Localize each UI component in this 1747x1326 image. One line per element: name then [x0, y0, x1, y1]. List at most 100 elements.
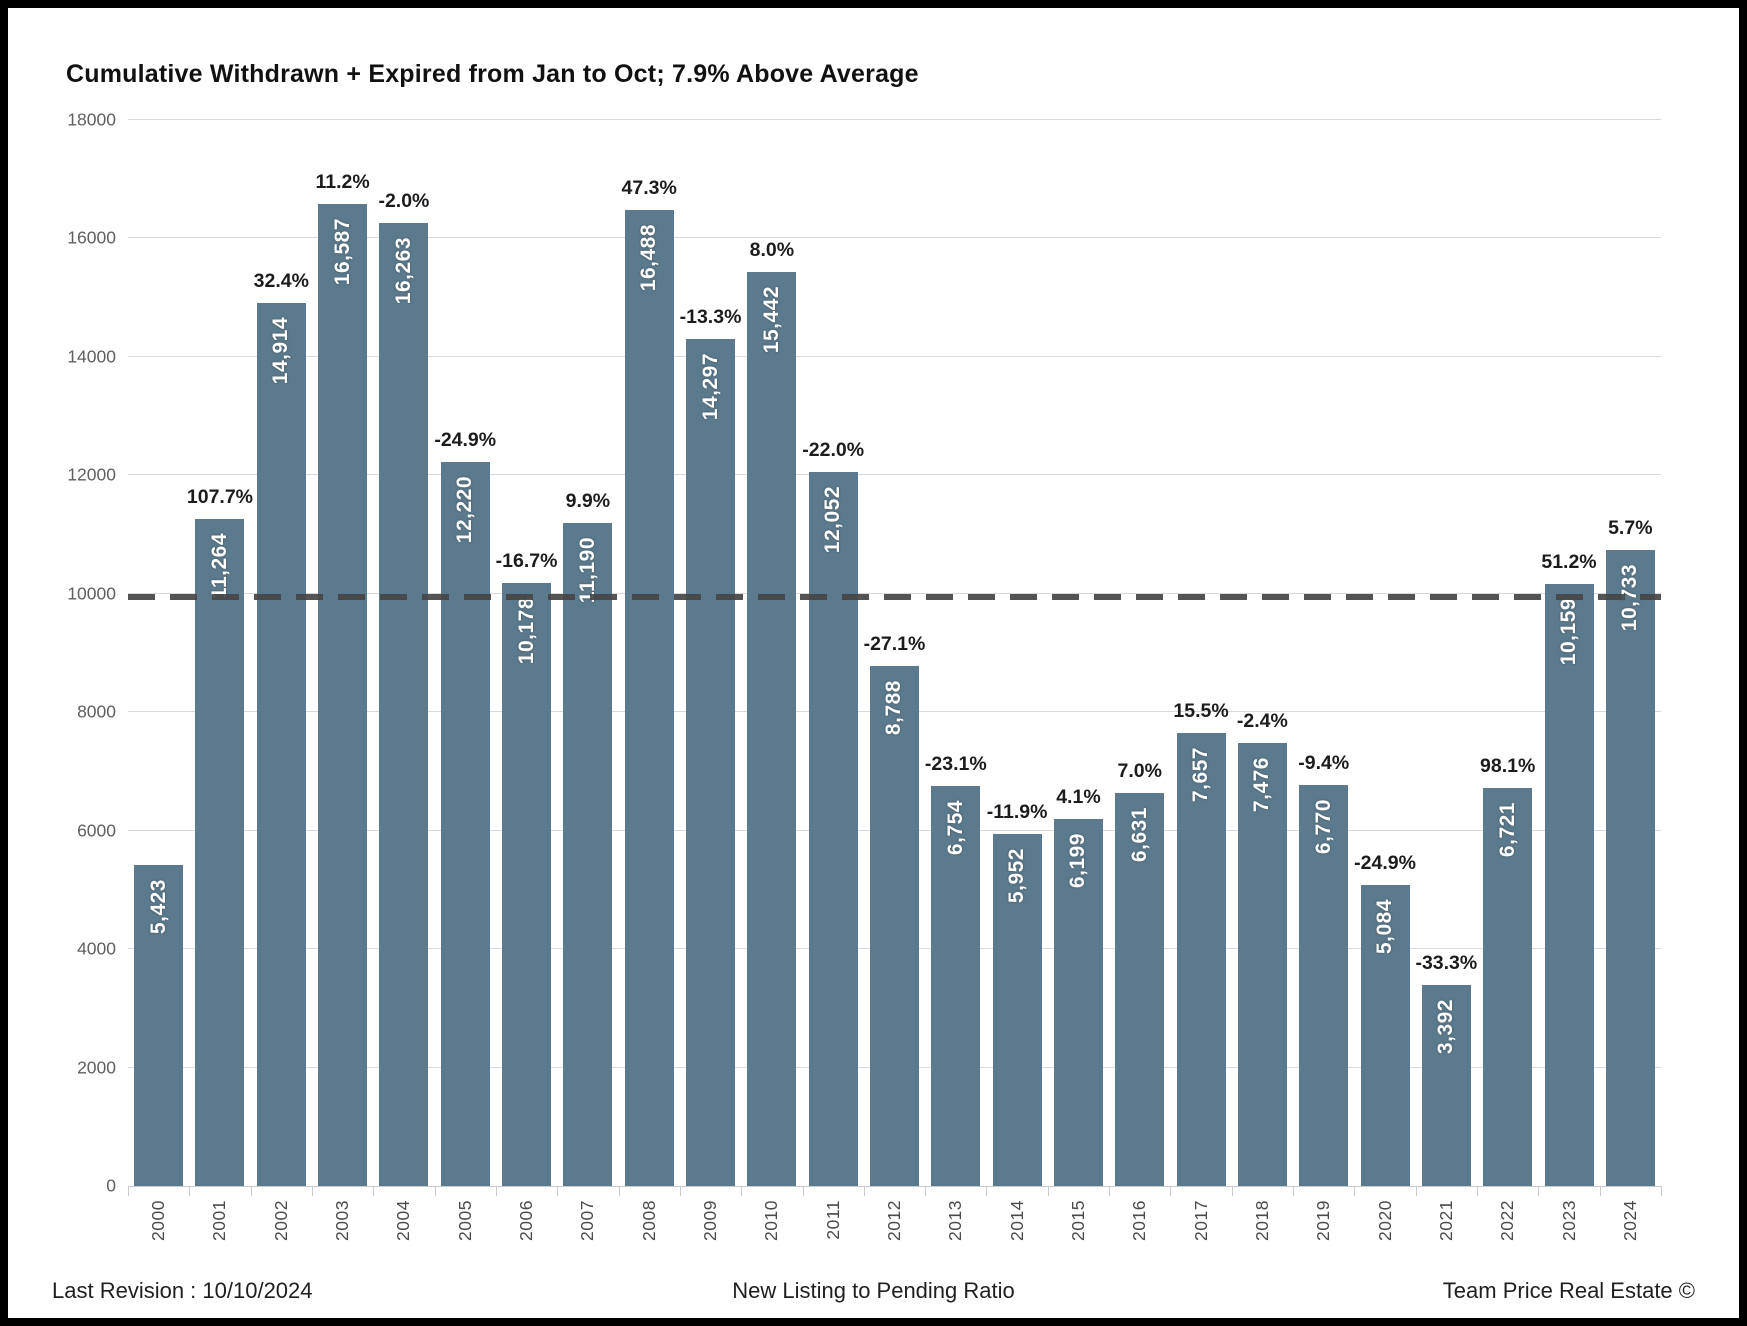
bar-2011[interactable]: 12,052 -22.0% [802, 439, 864, 1186]
pct-change-label: 5.7% [1608, 517, 1653, 540]
bar-2019[interactable]: 6,770 -9.4% [1298, 752, 1349, 1186]
bar-value-label: 5,084 [1373, 898, 1397, 954]
plot-area: 0 2000 4000 6000 8000 10000 12000 14000 16000 180… [67, 110, 1662, 1241]
x-axis-year-label: 2013 [945, 1200, 966, 1241]
pct-change-label: 51.2% [1541, 551, 1597, 574]
bar-2017[interactable]: 7,657 15.5% [1173, 700, 1229, 1186]
gridline [128, 592, 1661, 594]
x-axis-year-label: 2005 [454, 1200, 475, 1241]
bar-value-label: 12,052 [821, 486, 845, 554]
x-axis-tick [802, 1186, 804, 1196]
bar-2004[interactable]: 16,263 -2.0% [378, 190, 429, 1186]
x-axis-tick [741, 1186, 743, 1196]
pct-change-label: 4.1% [1056, 785, 1101, 808]
bar-2010[interactable]: 15,442 8.0% [747, 239, 797, 1186]
x-axis-tick [1538, 1186, 1540, 1196]
x-axis-year-label: 2015 [1067, 1200, 1088, 1241]
pct-change-label: 32.4% [253, 269, 309, 292]
x-axis-year-label: 2007 [577, 1200, 598, 1241]
bar-2022[interactable]: 6,721 98.1% [1480, 755, 1535, 1186]
x-axis-tick [1047, 1186, 1049, 1196]
pct-change-label: -23.1% [924, 753, 987, 776]
x-axis-tick [1109, 1186, 1111, 1196]
bar-2008[interactable]: 16,488 47.3% [622, 177, 677, 1186]
bar-value-label: 5,952 [1005, 847, 1029, 903]
bar-2001[interactable]: 11,264 107.7% [187, 486, 253, 1186]
pct-change-label: -2.4% [1236, 710, 1288, 733]
bar-2021[interactable]: 3,392 -33.3% [1415, 952, 1477, 1186]
pct-change-label: -13.3% [679, 306, 742, 329]
x-axis-tick [1170, 1186, 1172, 1196]
bar-2003[interactable]: 16,587 11.2% [315, 171, 370, 1186]
bar-2005[interactable]: 12,220 -24.9% [434, 429, 496, 1186]
bar-value-label: 5,423 [146, 878, 170, 934]
x-axis-year-label: 2010 [761, 1200, 782, 1241]
pct-change-label: -2.0% [378, 189, 430, 212]
bar-2000[interactable]: 5,423 [134, 864, 184, 1186]
bar-2018[interactable]: 7,476 -2.4% [1237, 710, 1288, 1186]
pct-change-label: -27.1% [863, 632, 926, 655]
x-axis-year-label: 2024 [1619, 1200, 1640, 1241]
bar-value-label: 16,488 [637, 223, 661, 291]
pct-change-label: -24.9% [1354, 851, 1416, 874]
pct-change-label: -24.9% [434, 429, 497, 452]
y-axis-tick-label: 10000 [67, 583, 116, 604]
x-axis-year-label: 2011 [822, 1200, 843, 1240]
x-axis-year-label: 2016 [1129, 1200, 1150, 1241]
x-axis-year-label: 2022 [1497, 1200, 1518, 1241]
x-axis-tick [1415, 1186, 1417, 1196]
bar-2013[interactable]: 6,754 -23.1% [925, 753, 987, 1186]
footer-brand: Team Price Real Estate © [1442, 1278, 1695, 1303]
x-axis-tick [128, 1186, 129, 1196]
y-axis-tick-label: 4000 [77, 938, 116, 959]
bar-2006[interactable]: 10,178 -16.7% [496, 550, 557, 1186]
x-axis-tick [250, 1186, 252, 1196]
bar-value-label: 11,264 [207, 532, 231, 599]
bar-value-label: 10,159 [1557, 598, 1580, 666]
pct-change-label: 8.0% [749, 238, 795, 261]
y-axis-tick-label: 0 [106, 1175, 116, 1196]
bar-2012[interactable]: 8,788 -27.1% [864, 633, 925, 1186]
x-axis-tick [1477, 1186, 1479, 1196]
pct-change-label: 98.1% [1480, 754, 1536, 777]
x-axis-tick [1293, 1186, 1295, 1196]
y-axis-tick-label: 12000 [67, 464, 116, 485]
bar-value-label: 6,199 [1066, 832, 1090, 888]
pct-change-label: 15.5% [1173, 699, 1229, 722]
bar-2002[interactable]: 14,914 32.4% [254, 270, 309, 1186]
bar-value-label: 8,788 [882, 679, 906, 735]
bar-value-label: 15,442 [759, 285, 783, 353]
x-axis-tick [1661, 1186, 1662, 1196]
bar-2024[interactable]: 10,7335.7% [1605, 517, 1655, 1186]
footer-last-revision: Last Revision : 10/10/2024 [52, 1278, 313, 1303]
bar-value-label: 16,587 [330, 217, 354, 285]
gridline [128, 119, 1661, 120]
bar-value-label: 3,392 [1434, 999, 1458, 1055]
x-axis-line [128, 1186, 1661, 1187]
x-axis-tick [189, 1186, 191, 1196]
x-axis-year-label: 2019 [1313, 1200, 1334, 1241]
x-axis-year-label: 2012 [883, 1200, 904, 1241]
x-axis-tick [373, 1186, 375, 1196]
x-axis-year-label: 2014 [1006, 1200, 1027, 1241]
bar-2009[interactable]: 14,297 -13.3% [680, 306, 741, 1186]
bar-2016[interactable]: 6,631 7.0% [1115, 760, 1165, 1186]
bar-value-label: 12,220 [453, 476, 477, 544]
pct-change-label: -9.4% [1298, 752, 1350, 775]
y-axis-tick-label: 14000 [67, 346, 116, 367]
bar-2007[interactable]: 11,190 9.9% [563, 490, 613, 1186]
x-axis-year-label: 2017 [1190, 1200, 1211, 1241]
x-axis-year-label: 2004 [393, 1200, 414, 1241]
y-axis-tick-label: 16000 [67, 227, 116, 248]
x-axis-tick [925, 1186, 927, 1196]
bar-value-label: 6,770 [1311, 799, 1335, 855]
bar-value-label: 6,754 [943, 800, 967, 856]
bar-2014[interactable]: 5,952 -11.9% [987, 801, 1047, 1186]
bar-value-label: 6,631 [1127, 807, 1151, 863]
pct-change-label: -16.7% [495, 550, 558, 573]
bar-2020[interactable]: 5,084 -24.9% [1354, 852, 1416, 1186]
x-axis-year-label: 2021 [1435, 1200, 1456, 1241]
bar-2015[interactable]: 6,199 4.1% [1053, 786, 1103, 1186]
bar-2023[interactable]: 10,159 51.2% [1541, 551, 1597, 1186]
